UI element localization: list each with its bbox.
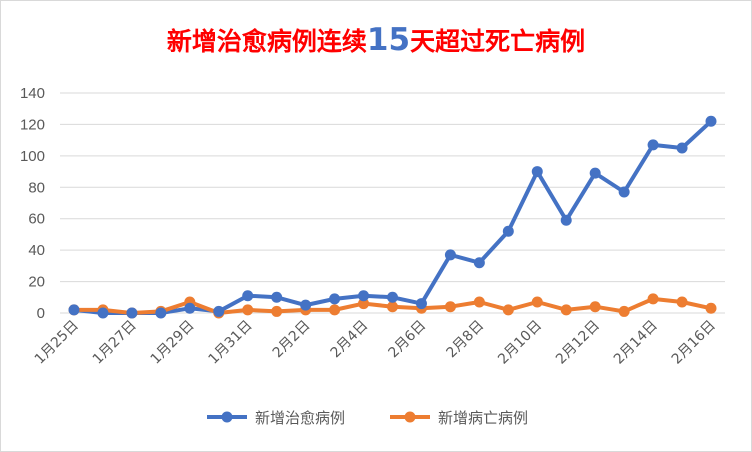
data-point-s1 bbox=[184, 302, 196, 314]
data-point-s1 bbox=[502, 225, 514, 237]
y-tick-label: 60 bbox=[28, 211, 45, 228]
chart-title: 新增治愈病例连续15天超过死亡病例 bbox=[0, 22, 752, 58]
data-point-s2 bbox=[473, 296, 485, 308]
y-tick-label: 100 bbox=[20, 148, 45, 165]
x-tick-label: 1月25日 bbox=[32, 318, 82, 368]
data-point-s1 bbox=[242, 290, 254, 302]
data-point-s2 bbox=[271, 305, 283, 317]
title-part-1: 新增治愈病例连续 bbox=[166, 27, 367, 56]
data-point-s1 bbox=[329, 293, 341, 305]
x-tick-label: 2月2日 bbox=[270, 318, 314, 362]
legend-label-1: 新增治愈病例 bbox=[255, 409, 345, 427]
x-tick-label: 1月29日 bbox=[148, 318, 198, 368]
y-tick-label: 140 bbox=[20, 85, 45, 102]
data-point-s2 bbox=[387, 301, 398, 313]
y-tick-label: 20 bbox=[28, 274, 45, 291]
data-point-s2 bbox=[502, 304, 514, 316]
legend: 新增治愈病例 新增病亡病例 bbox=[207, 409, 528, 427]
x-tick-label: 2月12日 bbox=[553, 318, 603, 368]
data-point-s1 bbox=[300, 299, 312, 311]
series-lines bbox=[72, 119, 713, 315]
data-point-s1 bbox=[271, 291, 283, 303]
data-point-s2 bbox=[329, 304, 341, 316]
x-tick-label: 2月14日 bbox=[611, 318, 661, 368]
y-tick-label: 0 bbox=[37, 305, 45, 322]
data-point-s1 bbox=[589, 167, 601, 179]
x-tick-label: 2月16日 bbox=[669, 318, 719, 368]
data-point-s1 bbox=[473, 257, 485, 269]
x-tick-label: 2月6日 bbox=[386, 318, 430, 362]
data-point-s1 bbox=[213, 305, 225, 317]
data-point-s2 bbox=[560, 304, 572, 316]
legend-label-2: 新增病亡病例 bbox=[438, 409, 528, 427]
legend-marker-2 bbox=[404, 411, 416, 423]
data-point-s2 bbox=[705, 302, 717, 314]
data-point-s1 bbox=[415, 298, 427, 310]
data-point-s1 bbox=[647, 139, 659, 151]
data-point-s1 bbox=[68, 304, 80, 316]
x-tick-label: 1月31日 bbox=[206, 318, 256, 368]
data-point-s1 bbox=[618, 186, 630, 198]
x-axis-ticks: 1月25日 1月27日 1月29日 1月31日 2月2日 2月4日 2月6日 2月8日 2月10… bbox=[32, 318, 719, 368]
series-line-1 bbox=[72, 119, 713, 315]
y-tick-label: 80 bbox=[28, 179, 45, 196]
legend-marker-1 bbox=[221, 411, 233, 423]
data-point-s2 bbox=[647, 293, 659, 305]
data-point-s1 bbox=[560, 214, 572, 226]
x-tick-label: 2月4日 bbox=[328, 318, 372, 362]
data-point-s1 bbox=[676, 142, 688, 154]
data-point-s1 bbox=[358, 290, 370, 302]
x-tick-label: 2月10日 bbox=[495, 318, 545, 368]
y-tick-label: 40 bbox=[28, 242, 45, 259]
gridlines bbox=[60, 92, 725, 314]
data-point-s2 bbox=[676, 296, 688, 308]
data-point-s2 bbox=[242, 304, 254, 316]
data-point-s2 bbox=[589, 301, 601, 313]
data-point-s1 bbox=[705, 115, 717, 127]
data-point-s2 bbox=[444, 301, 456, 313]
data-point-s2 bbox=[358, 298, 370, 310]
title-part-2: 天超过死亡病例 bbox=[410, 27, 586, 56]
x-tick-label: 1月27日 bbox=[90, 318, 140, 368]
data-point-s2 bbox=[531, 296, 543, 308]
data-point-s1 bbox=[155, 307, 167, 319]
data-point-s1 bbox=[444, 249, 456, 261]
data-point-s1 bbox=[531, 166, 543, 178]
data-point-s1 bbox=[126, 307, 138, 319]
data-point-s1 bbox=[97, 307, 109, 319]
data-point-s1 bbox=[387, 291, 398, 303]
data-point-s2 bbox=[618, 305, 630, 317]
x-tick-label: 2月8日 bbox=[443, 318, 487, 362]
y-tick-label: 120 bbox=[20, 116, 45, 133]
series-points bbox=[68, 115, 717, 319]
title-number: 15 bbox=[366, 22, 411, 58]
y-axis-ticks: 0 20 40 60 80 100 120 140 bbox=[20, 85, 45, 322]
